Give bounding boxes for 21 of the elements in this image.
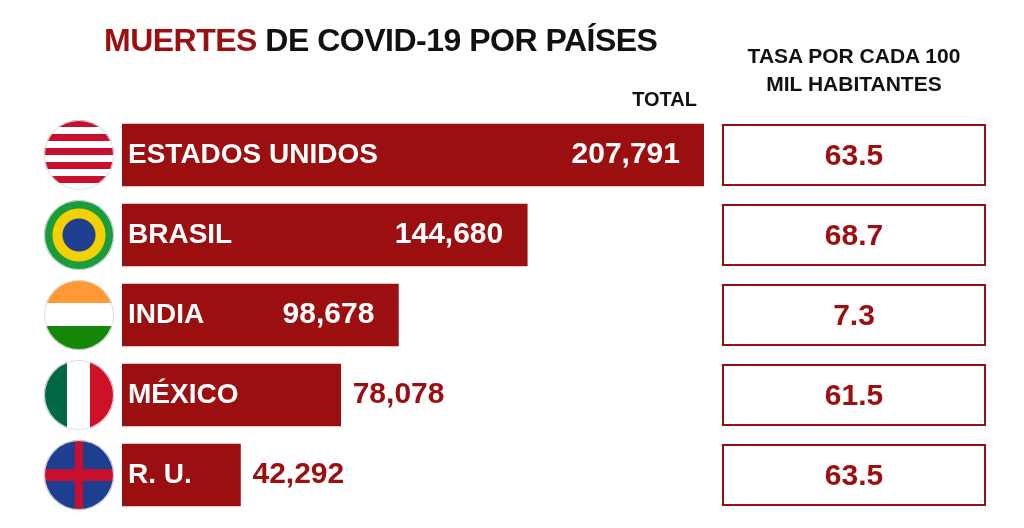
y-tick-label: R. U. [128,457,192,489]
data-label: 78,078 [352,376,445,410]
data-label: 144,680 [394,216,504,250]
data-label: 63.5 [722,444,986,506]
y-tick-label: INDIA [128,297,205,329]
data-label: 63.5 [722,124,986,186]
data-label: 98,678 [282,296,375,330]
data-label: 42,292 [252,456,345,490]
text: TASA POR CADA 100 MIL HABITANTES [746,43,962,97]
bar [122,203,528,267]
chart-title: MUERTES DE COVID-19 POR PAÍSES [104,22,658,58]
data-label: 61.5 [722,364,986,426]
data-label: 207,791 [571,136,680,170]
data-label: 68.7 [722,204,986,266]
y-tick-label: BRASIL [128,217,233,249]
y-tick-label: ESTADOS UNIDOS [128,137,378,169]
data-label: 7.3 [722,284,986,346]
x-axis-title: TOTAL [632,88,697,111]
y-tick-label: MÉXICO [128,377,239,409]
bar [122,363,342,427]
bar [122,443,241,507]
